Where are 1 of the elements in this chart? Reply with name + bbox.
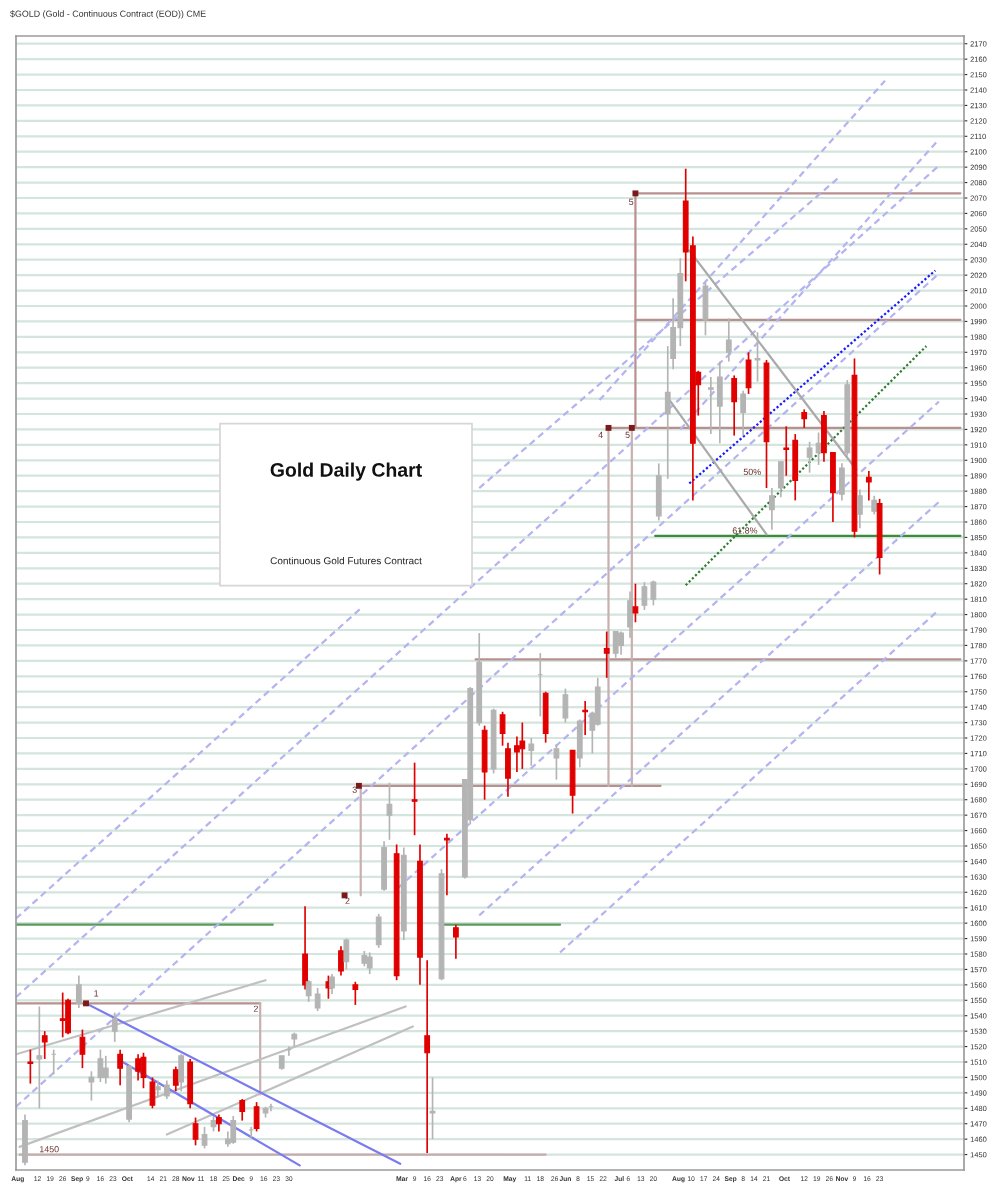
text: Gold Daily Chart xyxy=(270,462,422,481)
